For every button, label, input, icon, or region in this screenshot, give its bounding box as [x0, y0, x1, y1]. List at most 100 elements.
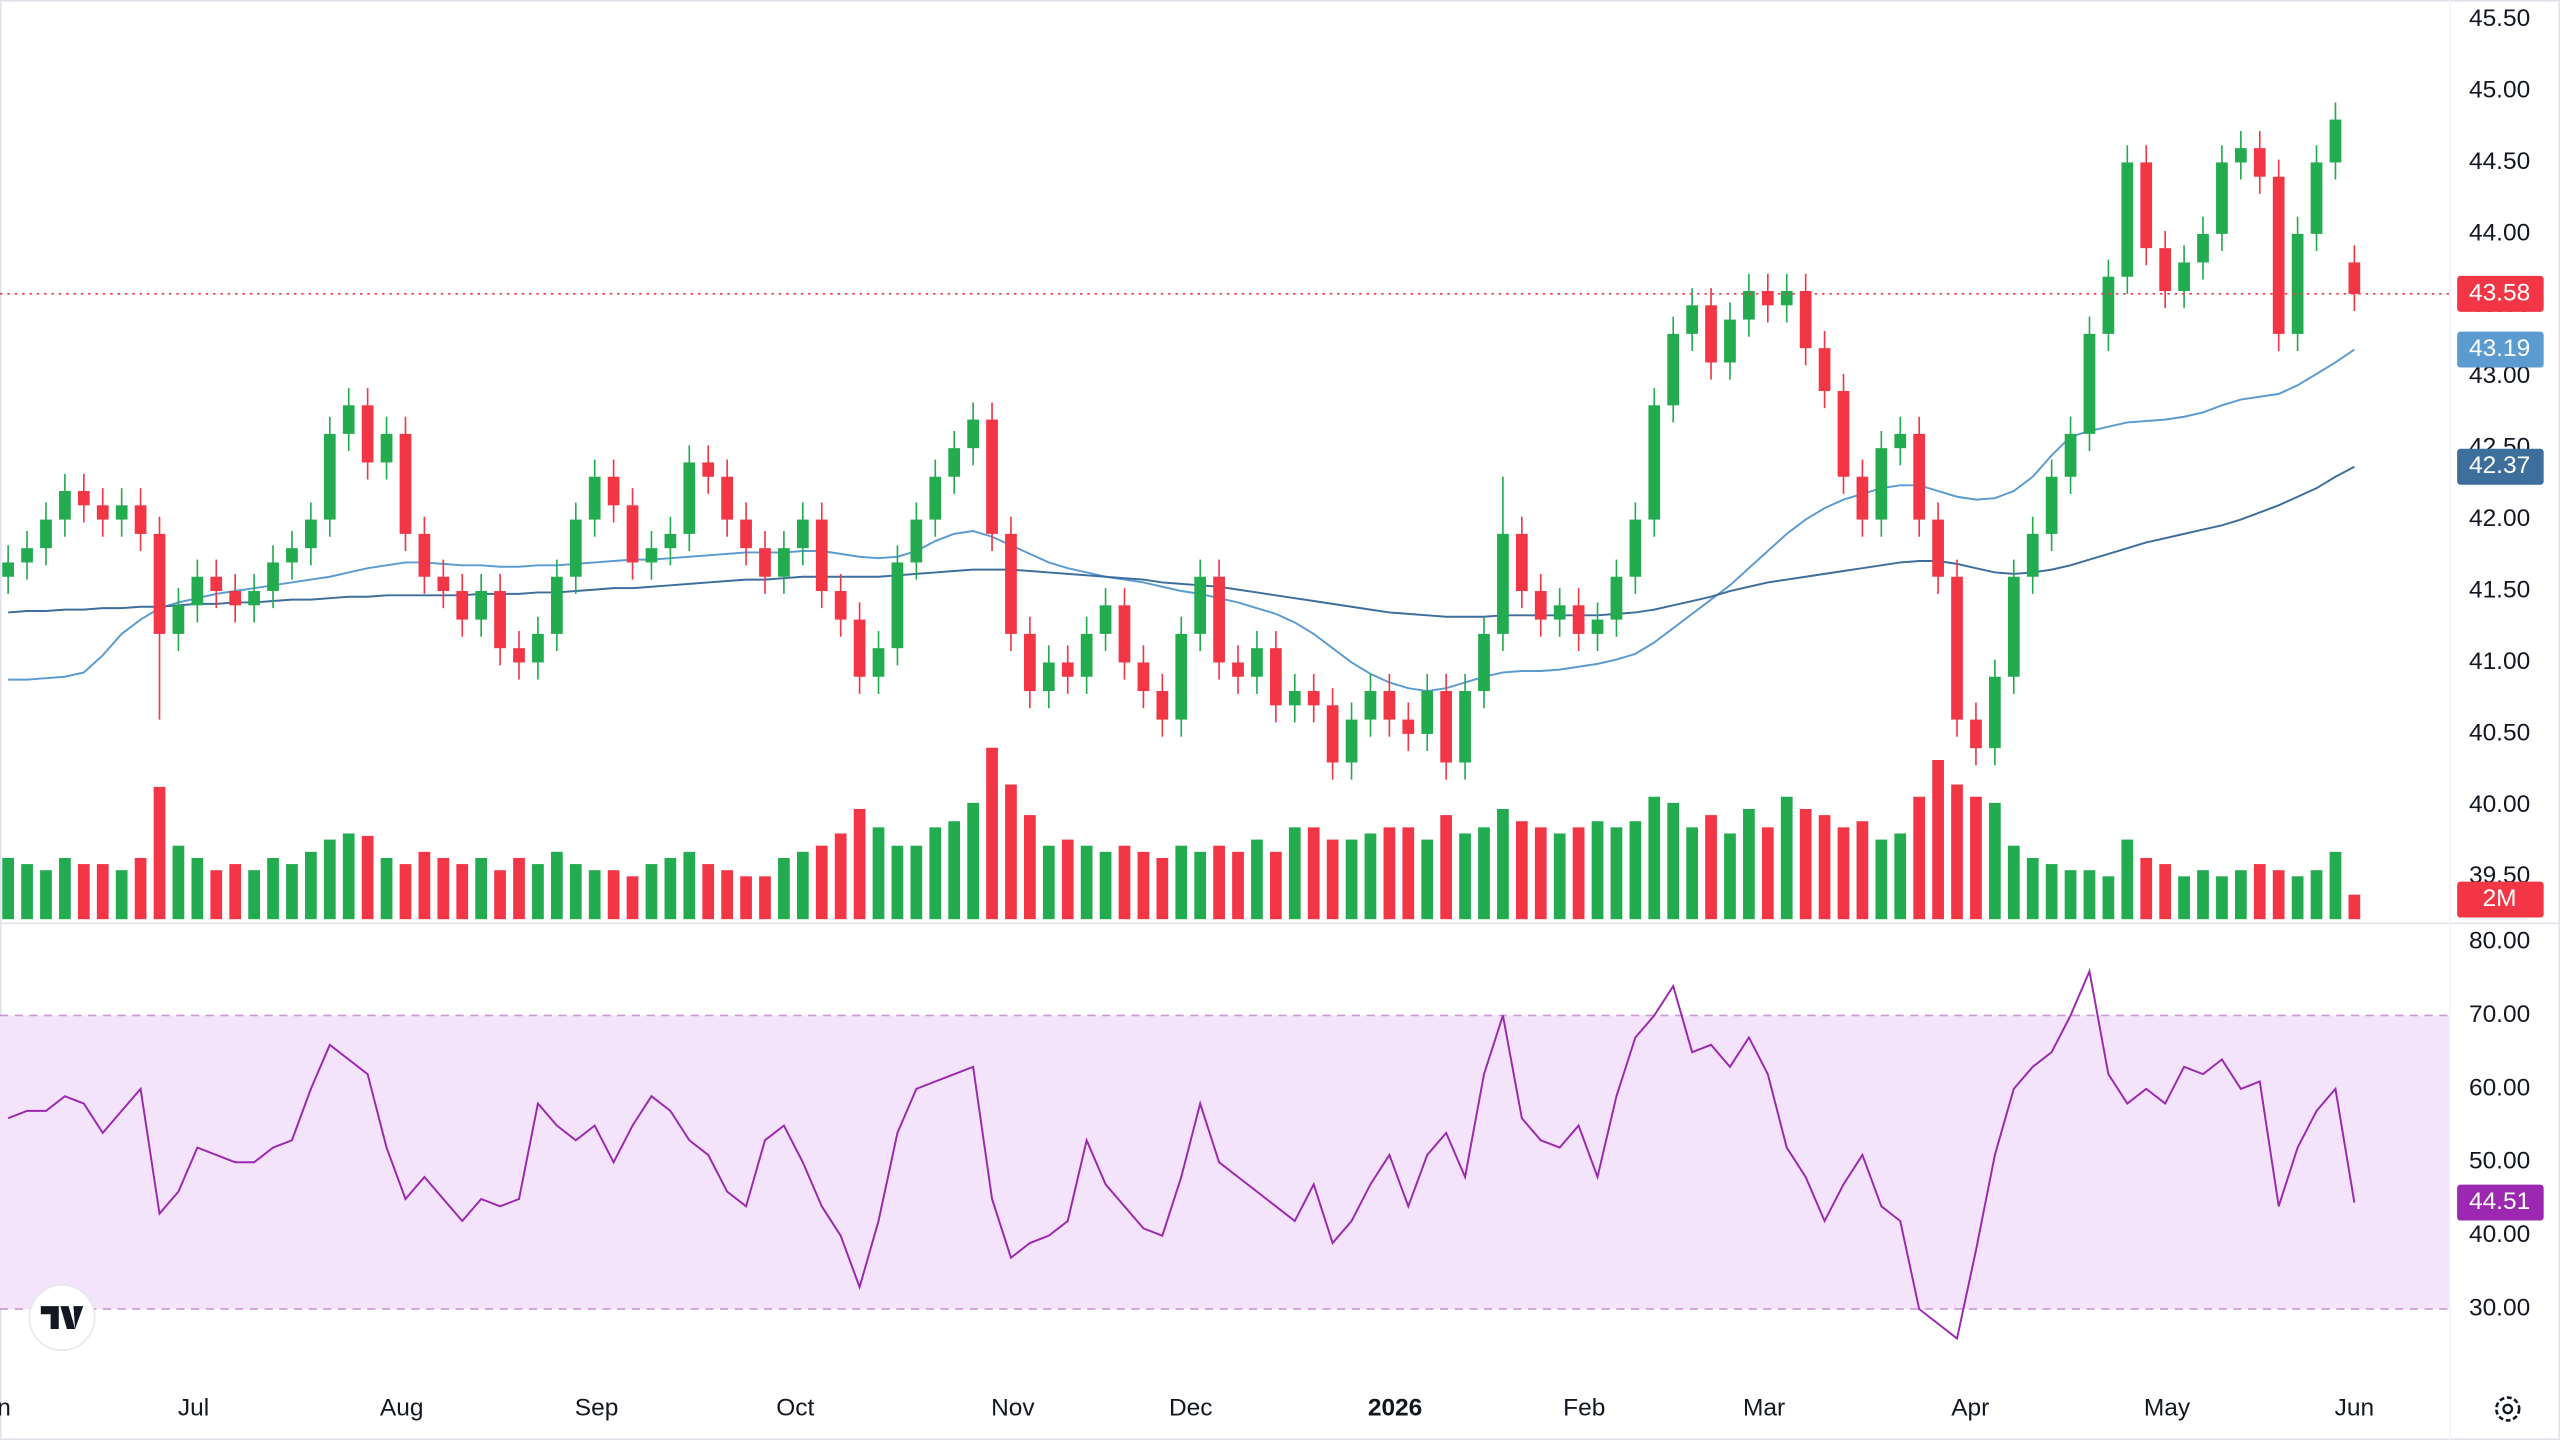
y-tick-label: 30.00 — [2469, 1295, 2530, 1322]
volume-bar — [96, 864, 109, 920]
volume-bar — [1799, 808, 1812, 920]
candle-body — [853, 619, 866, 677]
logo[interactable] — [28, 1284, 96, 1352]
candle-body — [872, 648, 885, 677]
volume-bar — [437, 857, 450, 920]
volume-bar — [1288, 827, 1301, 920]
volume-bar — [1232, 851, 1244, 920]
volume-bar — [1534, 827, 1547, 920]
volume-bar — [1478, 827, 1490, 920]
candle-body — [2348, 262, 2361, 294]
candle-body — [475, 591, 488, 620]
candle-body — [2272, 176, 2285, 334]
candle-body — [305, 519, 317, 549]
rsi-band — [0, 1015, 2449, 1310]
volume-bar — [532, 864, 544, 920]
volume-bar — [1137, 851, 1150, 920]
candle-body — [210, 576, 223, 592]
candle-body — [172, 605, 185, 634]
candle-body — [1515, 533, 1528, 592]
volume-bar — [248, 870, 260, 920]
candle-body — [1553, 605, 1566, 620]
candle-body — [1818, 348, 1831, 392]
candle-body — [1099, 605, 1112, 634]
candle-body — [967, 419, 979, 449]
candle-body — [815, 519, 828, 592]
volume-bar — [1213, 845, 1225, 920]
candle-body — [1648, 405, 1661, 520]
volume-bar — [2329, 851, 2342, 920]
volume-bar — [418, 851, 431, 920]
volume-bar — [494, 870, 506, 920]
gear-outer[interactable] — [2495, 1396, 2521, 1422]
gear-inner — [2502, 1403, 2514, 1415]
volume-bar — [1818, 815, 1831, 920]
candle-body — [2253, 148, 2266, 177]
volume-bar — [191, 857, 204, 920]
volume-bar — [891, 845, 904, 920]
volume-bar — [2026, 857, 2039, 920]
moving-average-line — [8, 348, 2355, 693]
logo-badge[interactable] — [28, 1284, 96, 1352]
candle-body — [1837, 391, 1850, 477]
volume-bar — [1118, 845, 1131, 920]
volume-bar — [2178, 876, 2190, 920]
volume-bar — [513, 857, 525, 920]
y-tick-label: 44.50 — [2469, 148, 2530, 175]
volume-label-box — [2457, 881, 2544, 918]
candle-body — [607, 476, 620, 506]
volume-bar — [40, 870, 52, 920]
volume-bar — [2140, 857, 2153, 920]
candle-body — [550, 576, 563, 634]
rsi-band-layer — [0, 1014, 2449, 1310]
candle-body — [1761, 291, 1774, 306]
volume-bar — [1080, 845, 1093, 920]
candle-body — [2216, 162, 2228, 234]
volume-bar — [834, 833, 847, 920]
candle-body — [626, 505, 639, 563]
volume-bar — [1099, 851, 1112, 920]
candle-body — [1307, 691, 1320, 706]
candle-body — [1440, 691, 1453, 763]
y-tick-label: 80.00 — [2469, 927, 2530, 954]
volume-bar — [134, 857, 147, 920]
candle-body — [1497, 533, 1509, 634]
volume-bar — [2348, 894, 2361, 920]
volume-bar — [2291, 876, 2304, 920]
volume-bar — [645, 864, 658, 920]
volume-bar — [948, 821, 961, 920]
volume-bar — [626, 876, 639, 920]
volume-bar — [1307, 827, 1320, 920]
volume-bar — [1837, 827, 1850, 920]
candle-body — [494, 591, 506, 649]
rsi-last-label-box — [2457, 1184, 2544, 1221]
volume-bar — [342, 833, 355, 920]
candle-body — [986, 419, 998, 534]
volume-bar — [1364, 833, 1377, 920]
settings-button[interactable] — [2495, 1396, 2521, 1422]
volume-bar — [2083, 870, 2096, 920]
candle-body — [2234, 148, 2247, 163]
candle-body — [40, 519, 52, 549]
candle-body — [1894, 433, 1907, 449]
candle-body — [1610, 576, 1623, 620]
candle-body — [929, 476, 942, 520]
candle-body — [229, 591, 242, 606]
candle-body — [115, 505, 128, 520]
volume-bar — [683, 851, 696, 920]
candle-body — [1932, 519, 1944, 577]
volume-bar — [1648, 796, 1661, 920]
candle-body — [796, 519, 809, 549]
volume-bar — [2102, 876, 2115, 920]
x-tick-label: 2026 — [1368, 1394, 1422, 1421]
candle-body — [1042, 662, 1055, 692]
volume-bar — [21, 864, 33, 920]
candle-body — [2102, 276, 2115, 334]
x-tick-label: Apr — [1951, 1394, 1989, 1421]
candle-body — [1421, 691, 1434, 734]
candle-body — [834, 591, 847, 620]
volume-bar — [1932, 760, 1944, 920]
candle-body — [1951, 576, 1963, 720]
volume-bar — [2216, 876, 2228, 920]
